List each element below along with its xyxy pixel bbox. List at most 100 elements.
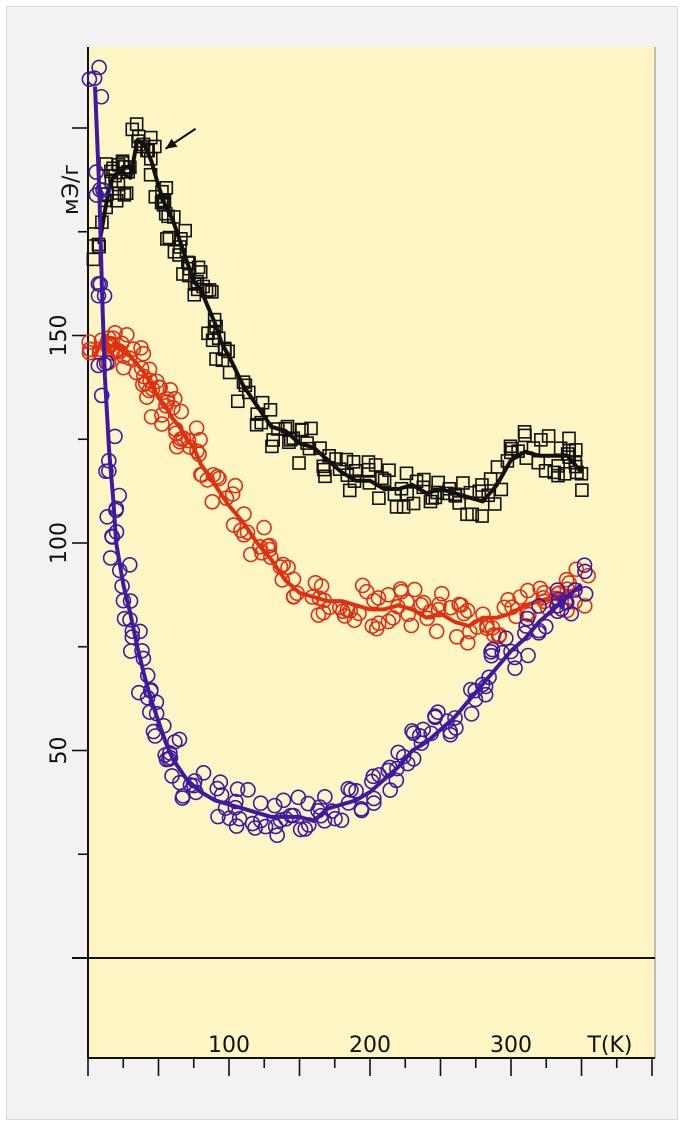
data-point [173, 403, 190, 420]
data-point [162, 382, 179, 398]
data-point [431, 596, 447, 613]
data-point [252, 538, 268, 555]
data-point [382, 463, 396, 478]
data-point [117, 188, 132, 202]
data-point [188, 420, 205, 436]
data-point [428, 623, 445, 640]
y-axis-title: мЭ/г [59, 164, 84, 215]
data-point [567, 594, 583, 610]
data-point [315, 604, 332, 621]
y-tick-label: 50 [47, 737, 72, 765]
x-axis-title: T(K) [586, 1033, 632, 1058]
data-point [297, 821, 313, 837]
data-point [143, 130, 158, 145]
data-point [406, 496, 421, 511]
data-point [154, 416, 170, 432]
data-point [178, 223, 192, 238]
data-point [519, 582, 536, 599]
data-point [442, 599, 459, 616]
data-point [532, 580, 548, 597]
data-point [90, 287, 107, 304]
data-point [327, 810, 343, 827]
data-point [158, 398, 174, 414]
data-point [343, 782, 359, 798]
x-tick-label: 300 [490, 1033, 532, 1058]
plot-background [88, 47, 655, 1058]
data-point [519, 610, 536, 627]
data-point [81, 71, 98, 88]
data-point [292, 821, 309, 838]
data-point [575, 483, 589, 497]
data-point [224, 486, 241, 502]
series-2 [81, 59, 594, 844]
data-point [448, 720, 464, 736]
data-point [507, 660, 523, 676]
data-point [389, 500, 404, 514]
data-point [230, 394, 245, 409]
data-point [133, 360, 150, 377]
trend-line [97, 138, 584, 504]
data-point [375, 471, 389, 486]
data-point [229, 781, 246, 798]
data-point [366, 795, 382, 811]
data-point [484, 641, 501, 658]
data-point [295, 423, 309, 437]
data-point [317, 789, 333, 805]
series-1 [81, 324, 596, 651]
series-layer [81, 59, 596, 844]
data-point [541, 429, 556, 443]
data-point [577, 563, 593, 580]
data-point [257, 818, 274, 835]
data-point [300, 795, 316, 812]
data-point [195, 765, 212, 781]
data-point [81, 334, 97, 350]
data-point [160, 232, 174, 246]
series-0 [86, 117, 589, 523]
data-point [348, 463, 363, 478]
data-point [477, 686, 494, 703]
data-point [129, 117, 144, 131]
data-point [403, 617, 420, 634]
data-point [88, 164, 104, 180]
data-point [346, 455, 361, 469]
data-point [413, 735, 430, 751]
data-point [348, 783, 364, 799]
y-tick-label: 150 [47, 315, 72, 357]
data-point [108, 168, 122, 183]
arrow-head [165, 138, 178, 149]
data-point [567, 582, 583, 598]
data-point [385, 610, 401, 626]
data-point [576, 598, 593, 614]
data-point [204, 494, 221, 510]
data-point [263, 549, 279, 566]
x-tick-label: 200 [349, 1033, 391, 1058]
data-point [568, 561, 585, 578]
data-point [96, 287, 113, 304]
data-point [366, 790, 382, 807]
y-tick-label: 100 [47, 522, 72, 564]
data-point [452, 496, 466, 510]
data-point [411, 727, 428, 744]
data-point [520, 647, 536, 664]
data-point [475, 606, 491, 623]
data-point [547, 465, 562, 480]
data-point [202, 283, 217, 297]
data-point [430, 601, 447, 618]
data-point [451, 596, 467, 613]
data-point [377, 473, 392, 488]
data-point [143, 409, 160, 425]
data-point [241, 385, 256, 400]
data-point [266, 433, 280, 447]
data-point [131, 684, 147, 701]
data-point [313, 578, 330, 594]
data-point [95, 182, 111, 198]
data-point [459, 602, 476, 619]
data-point [119, 326, 135, 343]
data-point [266, 797, 283, 814]
data-point [417, 472, 431, 487]
data-point [483, 647, 500, 664]
data-point [361, 455, 376, 469]
data-point [370, 615, 387, 632]
data-point [463, 706, 480, 722]
data-point [399, 466, 414, 481]
